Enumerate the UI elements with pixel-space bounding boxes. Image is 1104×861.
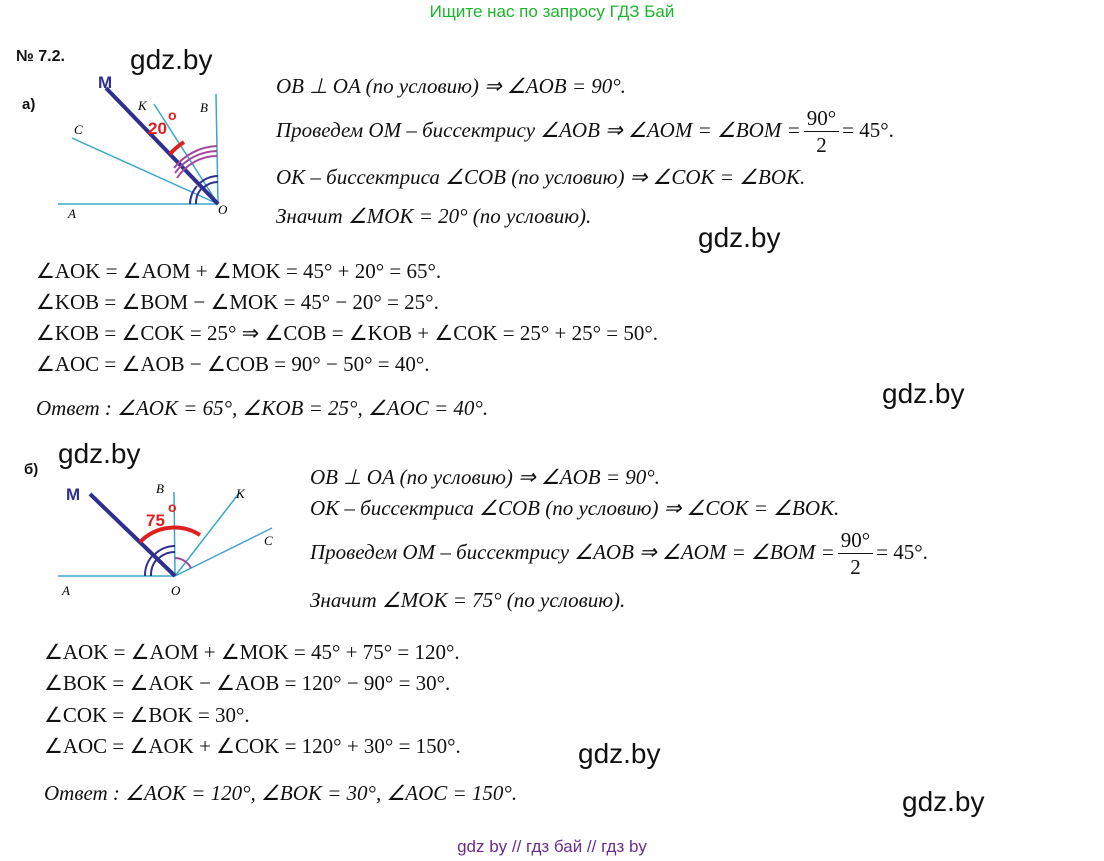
- top-banner: Ищите нас по запросу ГДЗ Бай: [429, 2, 675, 21]
- ray-oc: [71, 137, 219, 205]
- fraction: 90° 2: [837, 530, 874, 578]
- watermark: gdz.by: [578, 738, 661, 769]
- a-line-2: ∠KOB = ∠BOM − ∠MOK = 45° − 20° = 25°.: [36, 290, 439, 314]
- ray-ob: [215, 93, 219, 205]
- label-m: M: [98, 73, 112, 92]
- b-right-line-2: OK – биссектриса ∠COB (по условию) ⇒ ∠CO…: [310, 496, 840, 520]
- ray-om: [104, 86, 220, 206]
- arc-cok: [185, 561, 192, 569]
- arc-bom-2: [198, 175, 219, 185]
- angle-value-label: 75: [146, 511, 165, 530]
- b-line-2: ∠BOK = ∠AOK − ∠AOB = 120° − 90° = 30°.: [44, 671, 451, 695]
- label-k: K: [137, 98, 148, 113]
- part-a-label: а): [22, 96, 36, 113]
- a-right-line-1: OB ⊥ OA (по условию) ⇒ ∠AOB = 90°.: [276, 74, 626, 98]
- footer-links[interactable]: gdz by // гдз бай // гдз by: [457, 837, 647, 856]
- a-right-line-4: Значит ∠MOK = 20° (по условию).: [276, 204, 592, 228]
- a-line-1: ∠AOK = ∠AOM + ∠MOK = 45° + 20° = 65°.: [36, 259, 442, 283]
- a-answer: Ответ : ∠AOK = 65°, ∠KOB = 25°, ∠AOC = 4…: [36, 396, 489, 420]
- part-b-figure: M B K C A O 75 o: [58, 481, 273, 598]
- arc-mok: [168, 140, 186, 156]
- arc-cok-2: [174, 150, 218, 174]
- b-answer: Ответ : ∠AOK = 120°, ∠BOK = 30°, ∠AOC = …: [44, 781, 518, 805]
- arc-mok: [138, 525, 202, 544]
- arc-aom-1: [194, 188, 202, 205]
- b-line-1: ∠AOK = ∠AOM + ∠MOK = 45° + 75° = 120°.: [44, 640, 460, 664]
- label-o: O: [171, 583, 181, 598]
- watermark: gdz.by: [698, 222, 781, 253]
- label-b: B: [200, 100, 208, 115]
- label-k: K: [235, 486, 246, 501]
- a-line-3: ∠KOB = ∠COK = 25° ⇒ ∠COB = ∠KOB + ∠COK =…: [36, 321, 659, 345]
- part-b-label: б): [24, 461, 39, 478]
- ray-ok: [153, 103, 219, 205]
- ray-ok: [174, 491, 241, 577]
- fraction: 90° 2: [803, 108, 840, 156]
- ray-oc: [174, 527, 273, 577]
- arc-bom-2: [153, 545, 176, 556]
- b-right-line-4: Значит ∠MOK = 75° (по условию).: [310, 588, 626, 612]
- label-a: A: [67, 206, 76, 221]
- watermark: gdz.by: [902, 786, 985, 817]
- watermark: gdz.by: [58, 438, 141, 469]
- arc-aom-1: [149, 558, 158, 577]
- degree-mark: o: [168, 107, 177, 123]
- label-c: C: [264, 533, 273, 548]
- arc-bom-1: [202, 181, 219, 189]
- arc-cok-1: [176, 155, 218, 179]
- b-right-line-1: OB ⊥ OA (по условию) ⇒ ∠AOB = 90°.: [310, 465, 660, 489]
- label-o: O: [218, 202, 228, 217]
- label-m: M: [66, 485, 80, 504]
- a-line-4: ∠AOC = ∠AOB − ∠COB = 90° − 50° = 40°.: [36, 352, 430, 376]
- arc-bom-1: [157, 550, 176, 560]
- a-right-line-2: Проведем OM – биссектрису ∠AOB ⇒ ∠AOM = …: [276, 106, 894, 157]
- label-c: C: [74, 122, 83, 137]
- watermark: gdz.by: [130, 44, 213, 75]
- a-right-line-3: OK – биссектриса ∠COB (по условию) ⇒ ∠CO…: [276, 165, 806, 189]
- label-a: A: [61, 583, 70, 598]
- problem-number: № 7.2.: [16, 48, 65, 65]
- arc-bok: [174, 557, 187, 563]
- b-right-line-3: Проведем OM – биссектрису ∠AOB ⇒ ∠AOM = …: [310, 528, 928, 579]
- b-line-3: ∠COK = ∠BOK = 30°.: [44, 703, 250, 727]
- part-a-figure: M K B C A O 20 o: [58, 73, 228, 221]
- ray-om: [88, 492, 177, 578]
- b-line-4: ∠AOC = ∠AOK + ∠COK = 120° + 30° = 150°.: [44, 734, 461, 758]
- label-b: B: [156, 481, 164, 496]
- angle-value-label: 20: [148, 119, 167, 138]
- watermark: gdz.by: [882, 378, 965, 409]
- degree-mark: o: [168, 499, 177, 515]
- arc-cok-3: [173, 145, 218, 169]
- arc-aom-2: [143, 554, 154, 577]
- arc-aom-2: [189, 185, 198, 205]
- ray-ob: [173, 491, 176, 577]
